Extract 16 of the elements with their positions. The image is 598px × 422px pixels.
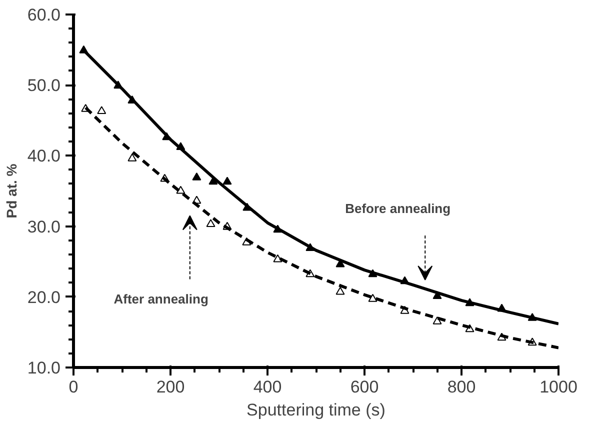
y-tick-label: 30.0 xyxy=(27,217,61,236)
x-tick-label: 0 xyxy=(68,378,78,396)
y-tick-label: 20.0 xyxy=(27,288,61,307)
y-tick-label: 10.0 xyxy=(27,358,61,378)
x-tick-label: 1000 xyxy=(540,378,578,396)
y-tick-label: 50.0 xyxy=(27,76,61,96)
x-tick-label: 600 xyxy=(350,378,379,396)
annotation: After annealing xyxy=(114,292,208,307)
y-axis-title: Pd at. % xyxy=(3,163,20,218)
y-tick-label: 40.0 xyxy=(27,146,61,166)
y-tick-label: 60.0 xyxy=(27,6,61,24)
x-tick-label: 800 xyxy=(447,378,476,396)
x-tick-label: 200 xyxy=(156,378,185,396)
x-tick-label: 400 xyxy=(253,378,282,396)
x-axis-title: Sputtering time (s) xyxy=(246,400,386,420)
annotation: Before annealing xyxy=(345,201,451,216)
